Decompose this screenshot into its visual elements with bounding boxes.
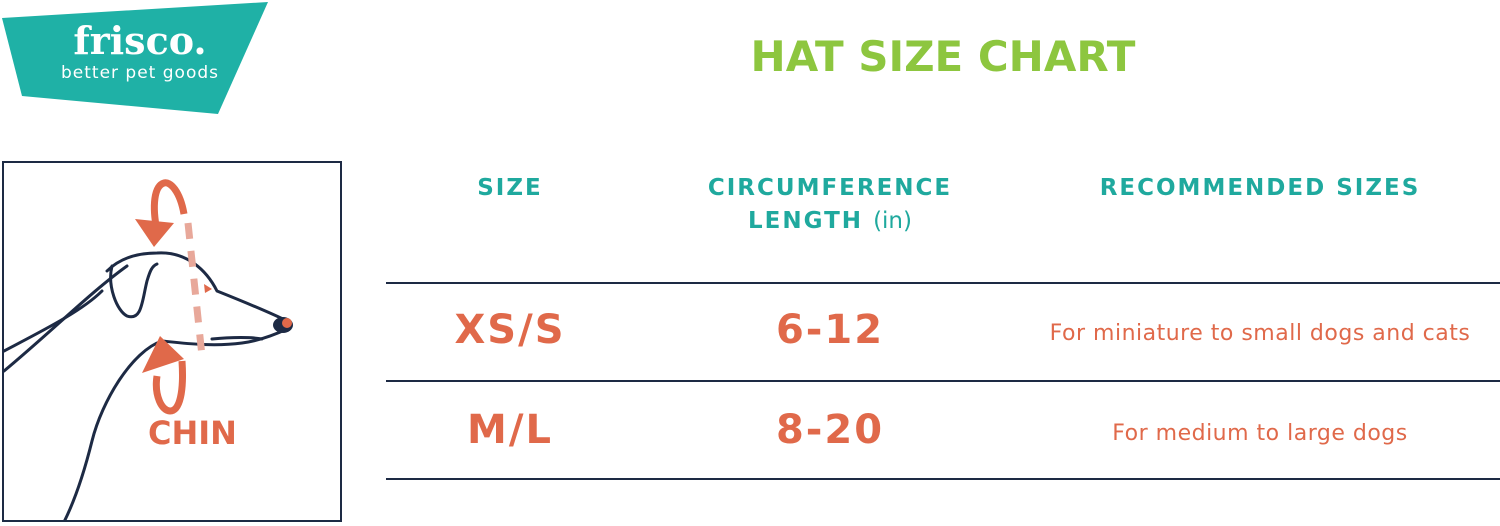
size-cell: XS/S <box>454 307 566 353</box>
header-circumference-line2: LENGTH <box>748 208 864 234</box>
circumference-cell: 6-12 <box>775 307 885 353</box>
divider <box>386 478 1500 480</box>
page-title: HAT SIZE CHART <box>750 32 1136 81</box>
brand-name: frisco. <box>73 18 207 63</box>
header-circumference-line1: CIRCUMFERENCE <box>707 175 953 201</box>
size-cell: M/L <box>467 407 553 453</box>
brand-logo: frisco. better pet goods <box>40 20 240 84</box>
arrow-down-icon <box>135 219 174 247</box>
header-size: SIZE <box>477 175 543 201</box>
header-unit: (in) <box>873 208 912 234</box>
divider <box>386 380 1500 382</box>
header-recommended: RECOMMENDED SIZES <box>1099 175 1421 201</box>
frisco-logo-badge <box>2 2 268 114</box>
circumference-cell: 8-20 <box>775 407 885 453</box>
arrow-up-icon <box>142 336 184 373</box>
recommended-cell: For miniature to small dogs and cats <box>1049 321 1471 346</box>
chin-label: CHIN <box>148 414 237 452</box>
divider <box>386 282 1500 284</box>
recommended-cell: For medium to large dogs <box>1112 421 1408 446</box>
brand-tagline: better pet goods <box>61 63 219 83</box>
header-circumference: CIRCUMFERENCE LENGTH (in) <box>670 172 990 238</box>
dog-head-measurement-illustration <box>2 161 342 522</box>
